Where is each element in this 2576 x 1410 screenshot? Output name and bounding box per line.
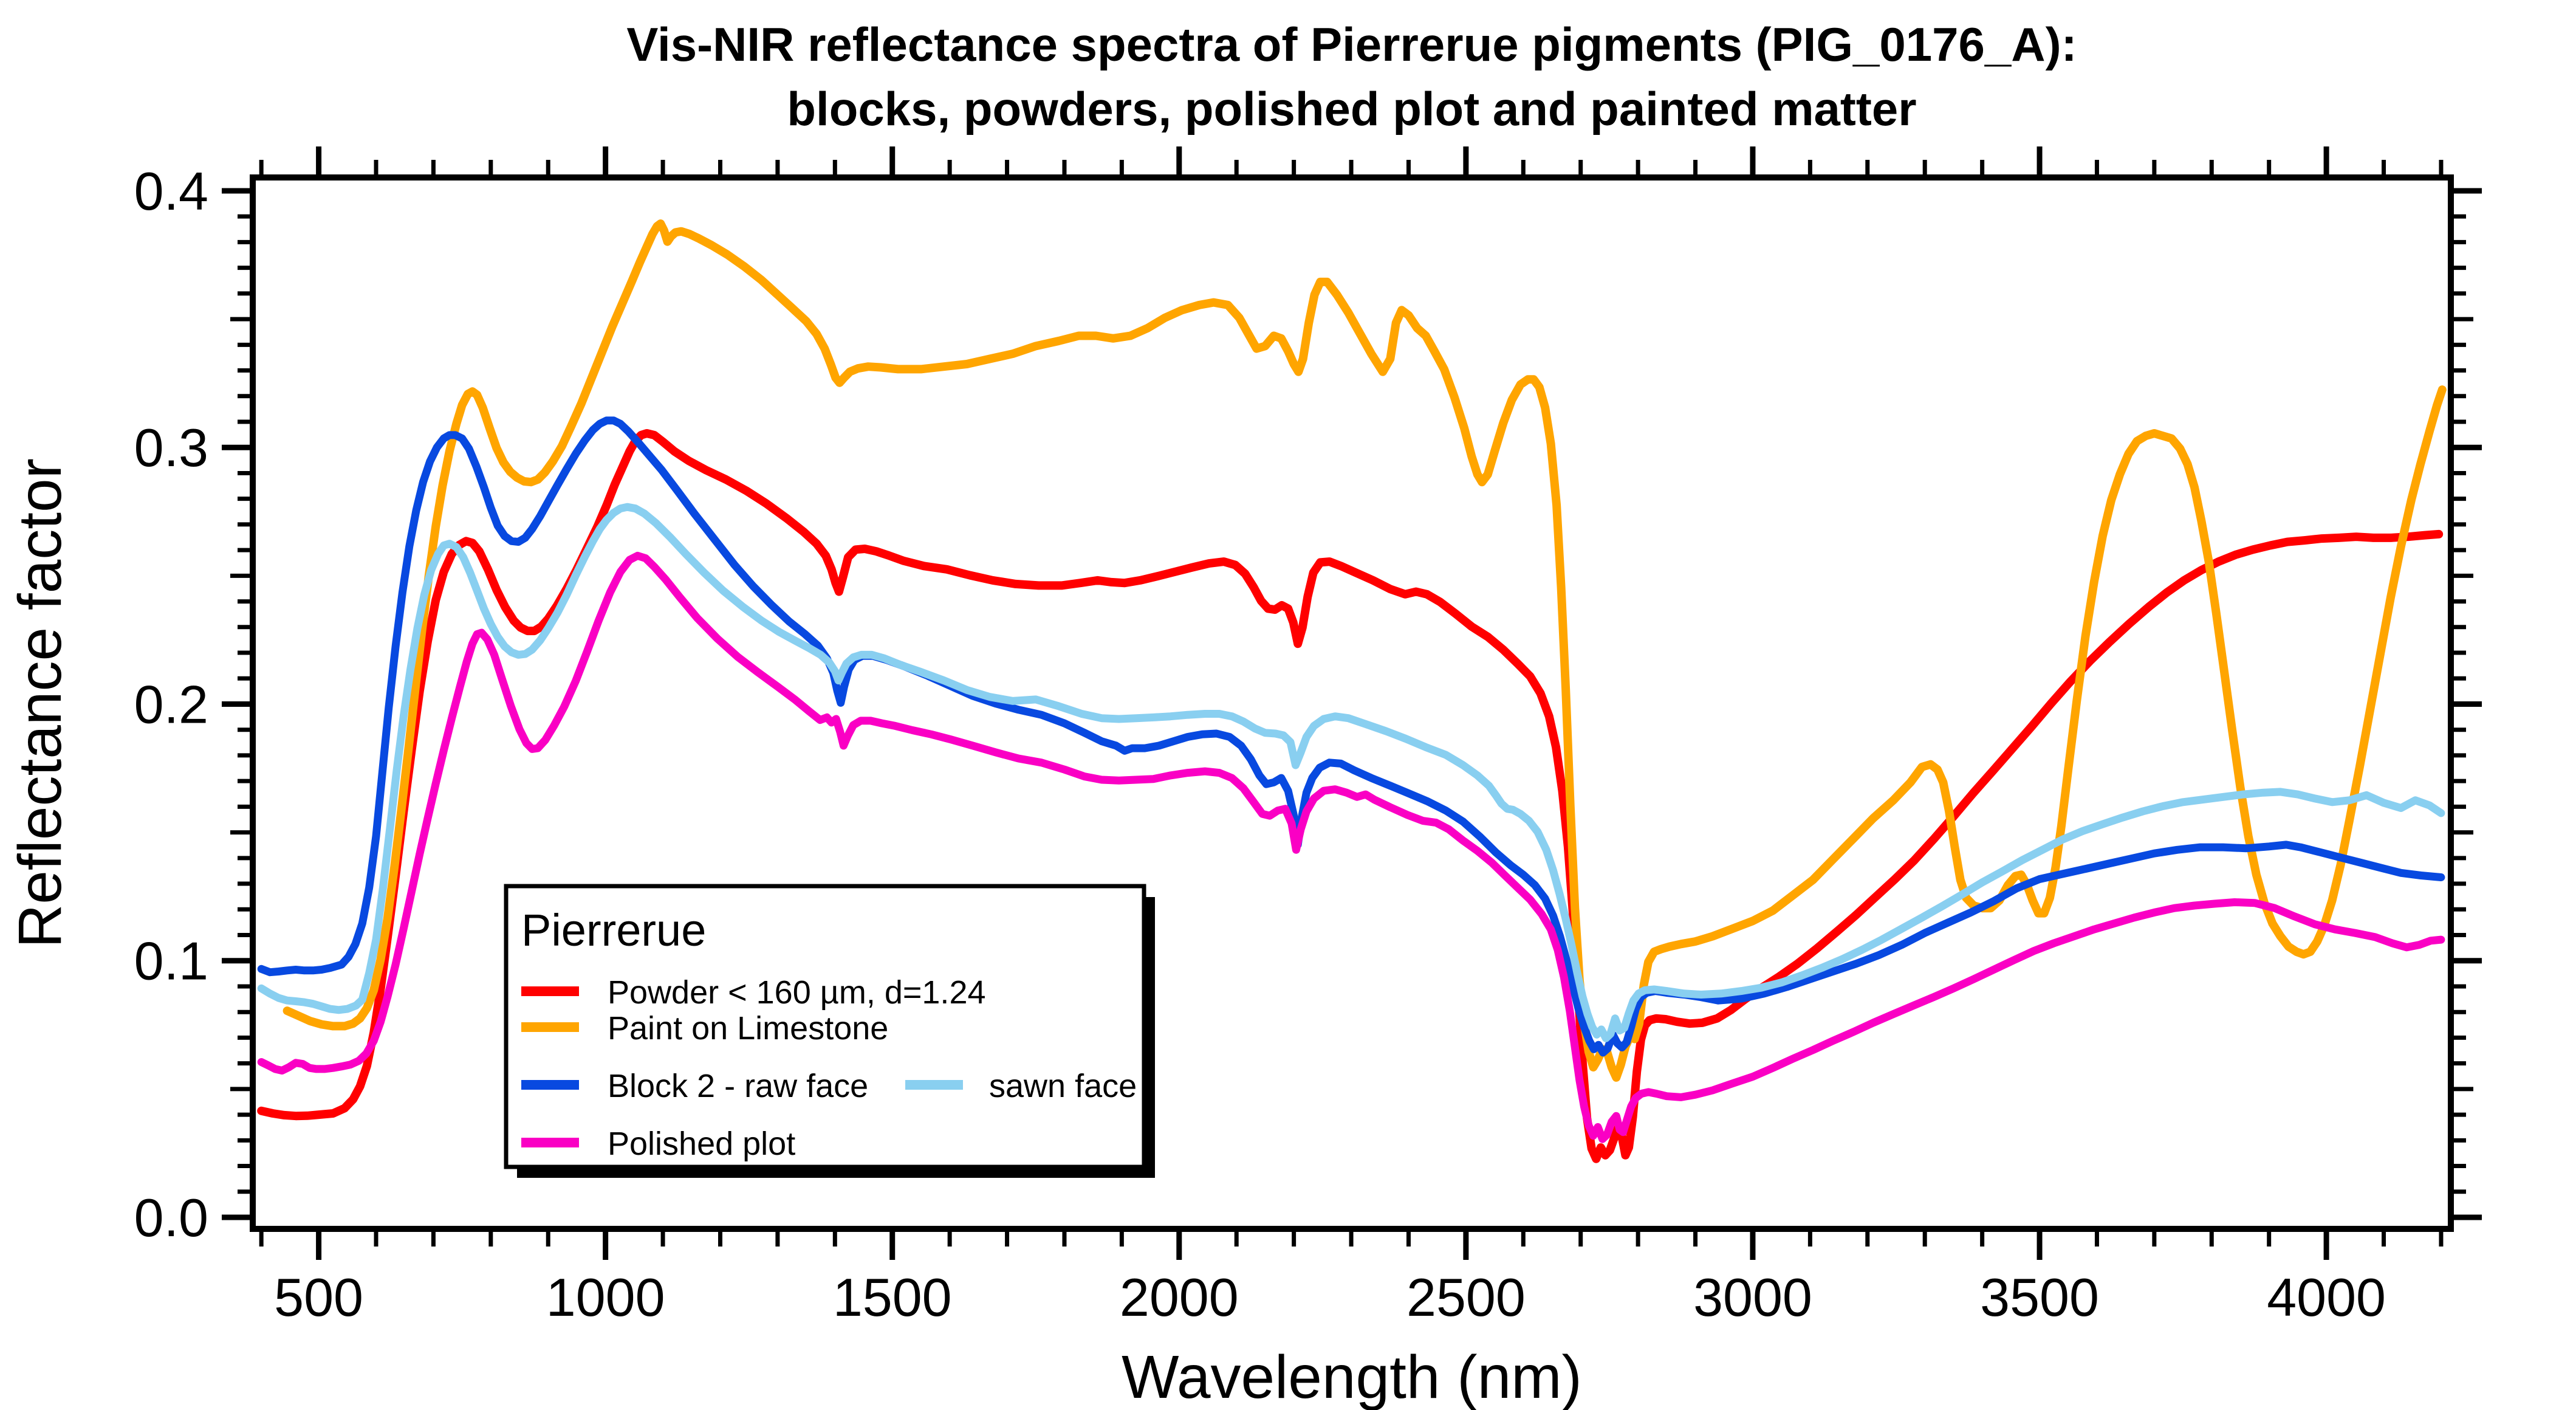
legend-label-block2-raw: Block 2 - raw face [608, 1068, 868, 1104]
legend: Pierrerue Powder < 160 µm, d=1.24 Paint … [504, 884, 1155, 1178]
chart-title-line2: blocks, powders, polished plot and paint… [787, 82, 1916, 136]
y-tick-label-0.1: 0.1 [134, 931, 208, 991]
axis-ticks [222, 146, 2482, 1260]
y-axis-title: Reflectance factor [6, 458, 74, 948]
x-tick-label-3500: 3500 [1980, 1267, 2099, 1327]
x-tick-label-1000: 1000 [546, 1267, 665, 1327]
x-tick-label-2000: 2000 [1120, 1267, 1239, 1327]
series-lines [257, 219, 2447, 1163]
series-block2-raw-line [257, 416, 2445, 1057]
legend-label-polished: Polished plot [608, 1126, 795, 1162]
plot-frame [250, 174, 2454, 1232]
x-tick-label-3000: 3000 [1693, 1267, 1812, 1327]
y-tick-label-0.2: 0.2 [134, 674, 208, 734]
series-block2-sawn-line [257, 503, 2445, 1042]
series-powder-line [257, 429, 2444, 1163]
axis-tick-labels: 500 1000 1500 2000 2500 3000 3500 4000 0.0 0.1 0.2… [134, 161, 2386, 1327]
x-axis-title: Wavelength (nm) [1122, 1343, 1582, 1410]
legend-label-paint: Paint on Limestone [608, 1010, 888, 1047]
chart-title-line1: Vis-NIR reflectance spectra of Pierrerue… [626, 18, 2077, 71]
legend-label-powder: Powder < 160 µm, d=1.24 [608, 974, 986, 1011]
x-tick-label-1500: 1500 [833, 1267, 952, 1327]
y-tick-label-0.3: 0.3 [134, 418, 208, 478]
x-tick-label-2500: 2500 [1406, 1267, 1526, 1327]
legend-box [504, 884, 1146, 1169]
x-tick-label-4000: 4000 [2267, 1267, 2386, 1327]
y-tick-label-0.4: 0.4 [134, 161, 208, 221]
series-paint-line [283, 219, 2447, 1082]
legend-label-sawn: sawn face [989, 1068, 1137, 1104]
x-tick-label-500: 500 [274, 1267, 363, 1327]
y-tick-label-0.0: 0.0 [134, 1188, 208, 1248]
legend-title: Pierrerue [521, 905, 706, 955]
series-polished-line [257, 551, 2445, 1143]
